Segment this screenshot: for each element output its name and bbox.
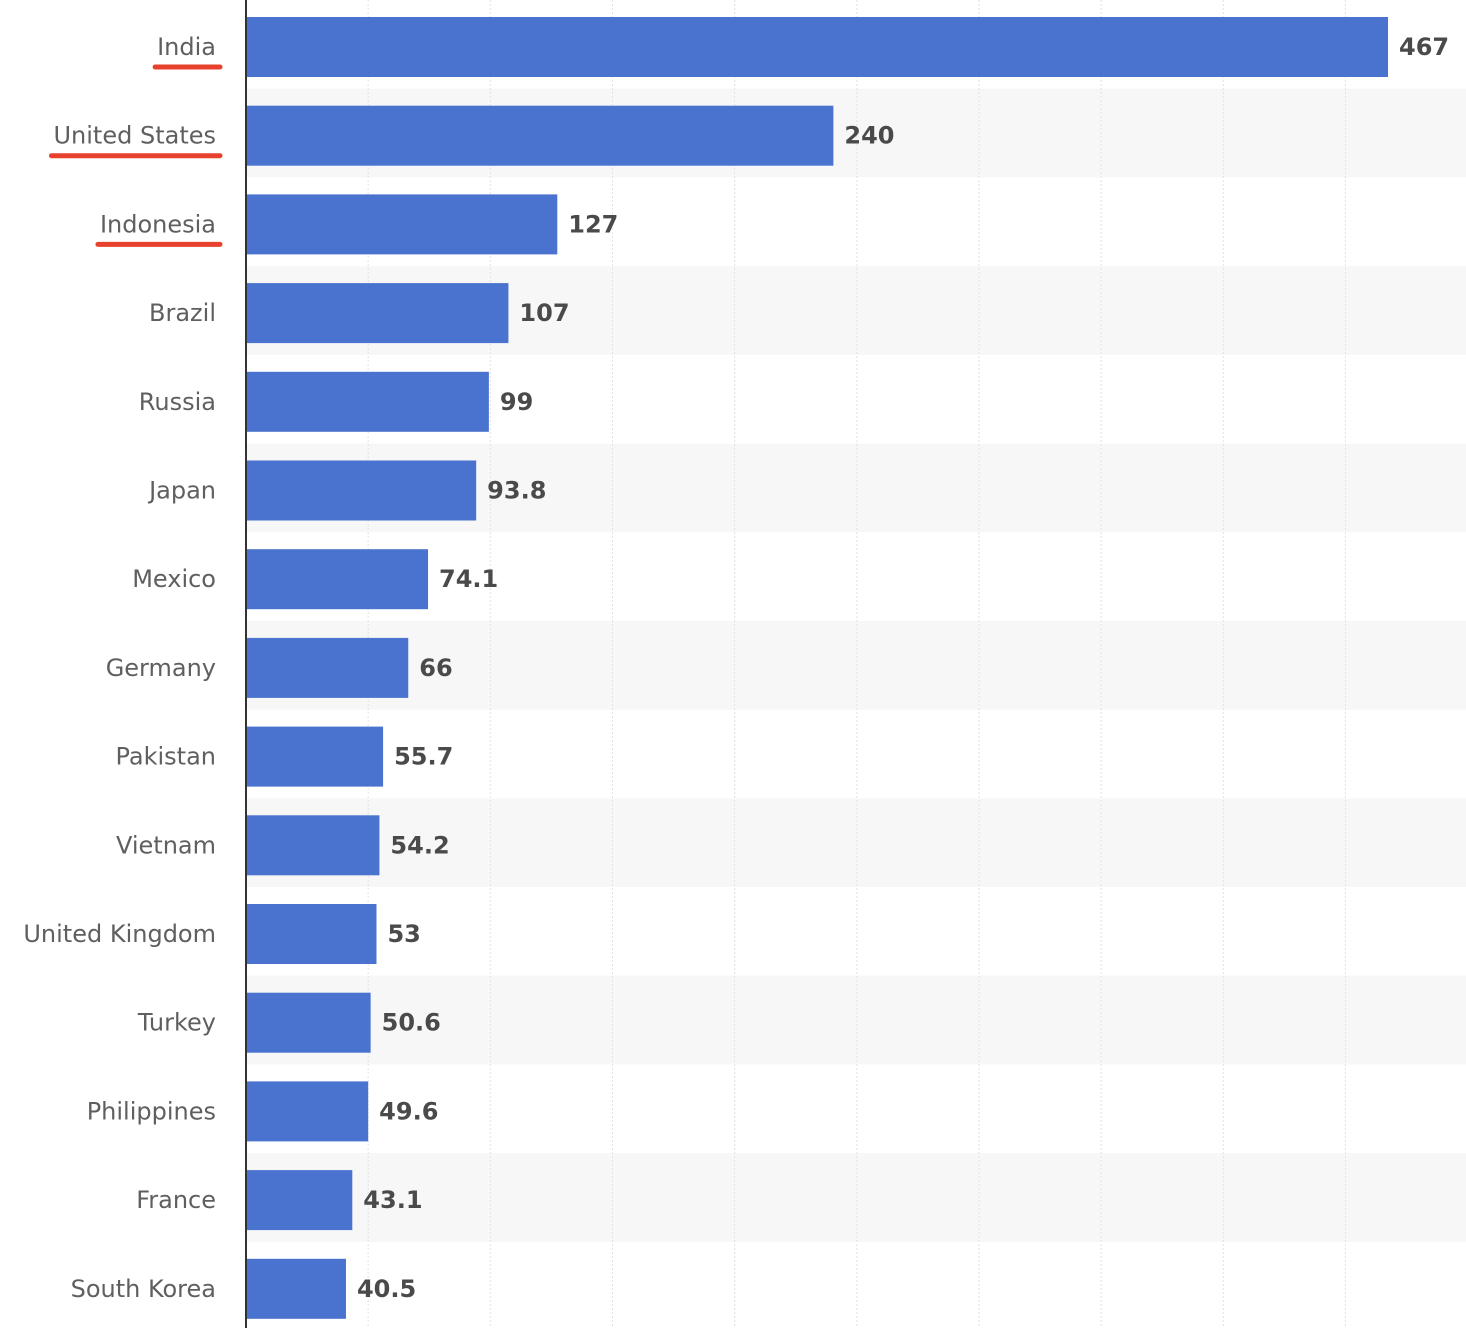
bar-france xyxy=(247,1170,353,1231)
category-label: Philippines xyxy=(87,1097,216,1125)
value-label: 107 xyxy=(519,299,569,327)
category-label: India xyxy=(157,33,216,61)
value-label: 49.6 xyxy=(379,1097,438,1125)
bar-mexico xyxy=(247,549,429,610)
value-label: 93.8 xyxy=(487,477,546,505)
category-label: United States xyxy=(53,122,216,150)
category-label: Japan xyxy=(147,477,216,505)
bar-india xyxy=(247,17,1388,77)
bar-turkey xyxy=(247,992,371,1053)
category-label: Germany xyxy=(106,654,216,682)
bar-germany xyxy=(247,637,409,698)
category-label: South Korea xyxy=(71,1275,216,1303)
value-label: 40.5 xyxy=(357,1275,416,1303)
value-label: 54.2 xyxy=(390,831,449,859)
bar-russia xyxy=(247,371,489,432)
value-label: 467 xyxy=(1399,33,1449,61)
value-label: 53 xyxy=(387,920,420,948)
category-label: Turkey xyxy=(137,1009,216,1037)
bar-japan xyxy=(247,460,477,521)
bar-philippines xyxy=(247,1081,369,1142)
row-band xyxy=(246,620,1466,710)
bar-indonesia xyxy=(247,194,558,255)
row-band xyxy=(246,798,1466,887)
value-label: 50.6 xyxy=(382,1009,441,1037)
row-band xyxy=(246,975,1466,1065)
category-label: Indonesia xyxy=(100,210,216,238)
category-label: Brazil xyxy=(149,299,216,327)
value-label: 66 xyxy=(419,654,452,682)
value-label: 99 xyxy=(500,388,533,416)
value-label: 240 xyxy=(844,122,894,150)
bar-brazil xyxy=(247,283,509,344)
bar-south-korea xyxy=(247,1258,346,1319)
category-label: France xyxy=(136,1186,216,1214)
bar-pakistan xyxy=(247,726,384,787)
value-label: 55.7 xyxy=(394,743,453,771)
value-label: 43.1 xyxy=(363,1186,422,1214)
category-label: Vietnam xyxy=(116,831,216,859)
category-label: United Kingdom xyxy=(23,920,216,948)
row-band xyxy=(246,1153,1466,1242)
category-label: Mexico xyxy=(132,565,216,593)
category-label: Pakistan xyxy=(116,743,217,771)
category-label: Russia xyxy=(139,388,216,416)
bar-united-states xyxy=(247,105,834,166)
bar-united-kingdom xyxy=(247,904,377,964)
value-label: 127 xyxy=(568,210,618,238)
value-label: 74.1 xyxy=(439,565,498,593)
bar-vietnam xyxy=(247,815,380,876)
